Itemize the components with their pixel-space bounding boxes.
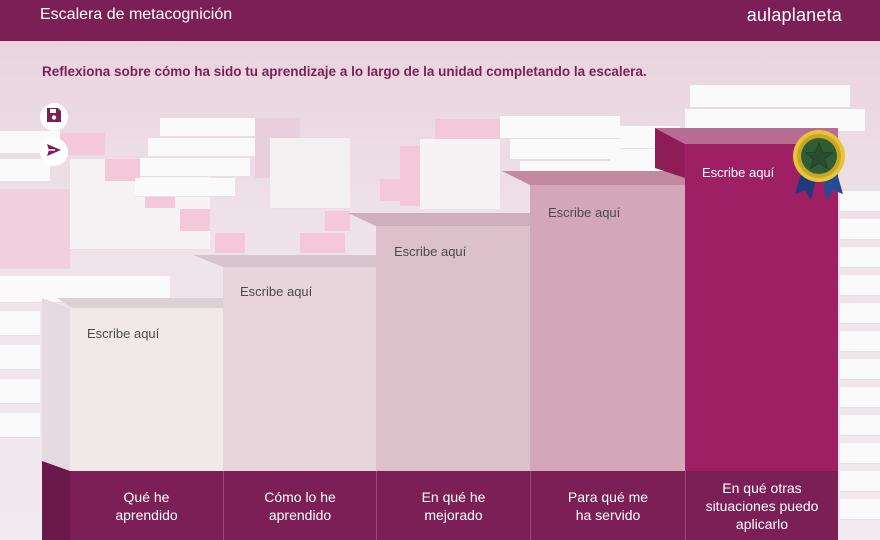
step-3-placeholder: Escribe aquí: [394, 244, 467, 259]
step-2-placeholder: Escribe aquí: [240, 284, 313, 299]
bg-block: [840, 191, 880, 211]
bg-block: [270, 138, 350, 208]
bg-block: [690, 85, 850, 107]
step-5-input[interactable]: [685, 144, 838, 471]
instruction-text: Reflexiona sobre cómo ha sido tu aprendi…: [42, 64, 647, 79]
step-4-placeholder: Escribe aquí: [548, 205, 621, 220]
bg-block: [180, 209, 210, 231]
award-medal-icon: [791, 128, 847, 206]
step-1-input[interactable]: [70, 308, 223, 471]
label-divider: [223, 471, 224, 540]
send-button[interactable]: [40, 138, 68, 166]
bg-block: [840, 415, 880, 435]
step-2-input[interactable]: [223, 267, 376, 471]
bg-block: [840, 443, 880, 463]
bg-block: [840, 499, 880, 519]
bg-block: [685, 109, 865, 131]
step-1-side: [42, 298, 70, 471]
bg-block: [60, 133, 105, 155]
step-1-placeholder: Escribe aquí: [87, 326, 160, 341]
app-title: Escalera de metacognición: [40, 6, 233, 23]
bg-block: [610, 149, 665, 171]
bg-block: [510, 139, 625, 159]
step-2-label-text: Cómo lo he aprendido: [264, 488, 336, 523]
step-5-label-text: En qué otras situaciones puedo aplicarlo: [705, 479, 819, 532]
step-4-label-text: Para qué me ha servido: [567, 488, 649, 523]
step-2-label: Cómo lo he aprendido: [224, 471, 376, 540]
step-2-top: [193, 255, 376, 267]
bg-block: [840, 359, 880, 379]
bg-block: [380, 179, 420, 201]
send-icon: [46, 142, 62, 163]
step-1-top: [57, 298, 223, 308]
bg-block: [0, 189, 70, 269]
save-button[interactable]: [40, 103, 68, 131]
bg-block: [0, 379, 40, 403]
bg-block: [0, 345, 40, 369]
step-5-top: [655, 128, 838, 144]
bg-block: [0, 276, 170, 302]
bg-block: [420, 139, 500, 209]
brand-logo: aulaplaneta: [746, 5, 842, 25]
bg-block: [215, 233, 245, 253]
step-5-label: En qué otras situaciones puedo aplicarlo: [686, 471, 838, 540]
step-4-label: Para qué me ha servido: [531, 471, 685, 540]
label-divider: [685, 471, 686, 540]
bg-block: [840, 471, 880, 491]
label-divider: [376, 471, 377, 540]
bg-block: [840, 331, 880, 351]
bg-block: [840, 247, 880, 267]
bg-block: [0, 311, 40, 335]
bg-block: [435, 119, 505, 139]
bg-block: [840, 303, 880, 323]
save-icon: [46, 107, 62, 128]
bg-block: [140, 158, 250, 176]
label-bar-side: [42, 461, 70, 540]
step-3-top: [348, 213, 530, 226]
bg-block: [135, 178, 235, 196]
step-3-label-text: En qué he mejorado: [421, 488, 486, 523]
bg-block: [0, 159, 50, 181]
label-divider: [530, 471, 531, 540]
bg-block: [105, 159, 140, 181]
bg-block: [500, 116, 620, 138]
step-3-input[interactable]: [376, 226, 530, 471]
step-5-placeholder: Escribe aquí: [702, 165, 775, 180]
bg-block: [840, 219, 880, 239]
step-3-label: En qué he mejorado: [377, 471, 530, 540]
bg-block: [0, 413, 40, 437]
bg-block: [160, 118, 260, 136]
step-1-label-text: Qué he aprendido: [115, 488, 178, 523]
step-4-top: [502, 171, 685, 185]
step-1-label: Qué he aprendido: [70, 471, 223, 540]
bg-block: [840, 275, 880, 295]
step-4-input[interactable]: [530, 185, 685, 471]
bg-block: [325, 211, 350, 231]
app-header: Escalera de metacognición aulaplaneta: [0, 0, 880, 41]
bg-block: [148, 138, 258, 156]
bg-block: [300, 233, 345, 253]
bg-block: [840, 387, 880, 407]
